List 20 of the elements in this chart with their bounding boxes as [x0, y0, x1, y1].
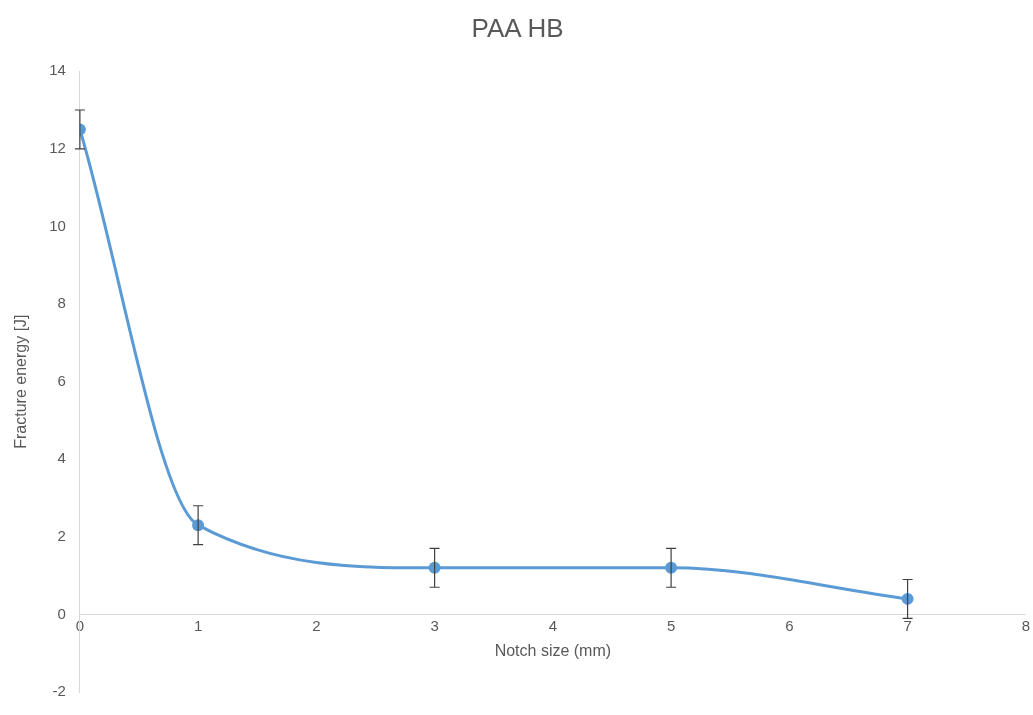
y-tick-label: 12: [49, 138, 66, 156]
y-tick-label: 4: [57, 449, 66, 467]
y-tick-label: 6: [57, 371, 66, 389]
x-tick-label: 5: [666, 616, 676, 634]
y-tick-label: 2: [57, 526, 66, 544]
y-tick-label: -2: [52, 682, 66, 700]
y-tick-label: 14: [49, 61, 66, 79]
x-tick-label: 7: [903, 616, 912, 634]
x-tick-label: 1: [193, 616, 203, 634]
x-tick-label: 2: [312, 616, 321, 634]
y-tick-label: 8: [57, 294, 66, 312]
x-tick-label: 4: [548, 616, 558, 634]
y-tick-label: 10: [49, 216, 66, 234]
chart-title: PAA HB: [471, 12, 564, 43]
x-tick-label: 6: [785, 616, 794, 634]
y-axis-title: Fracture energy [J]: [12, 314, 30, 449]
x-tick-label: 8: [1021, 616, 1030, 634]
y-tick-label: 0: [57, 604, 66, 622]
x-tick-label: 3: [430, 616, 439, 634]
x-axis-title: Notch size (mm): [494, 642, 612, 660]
